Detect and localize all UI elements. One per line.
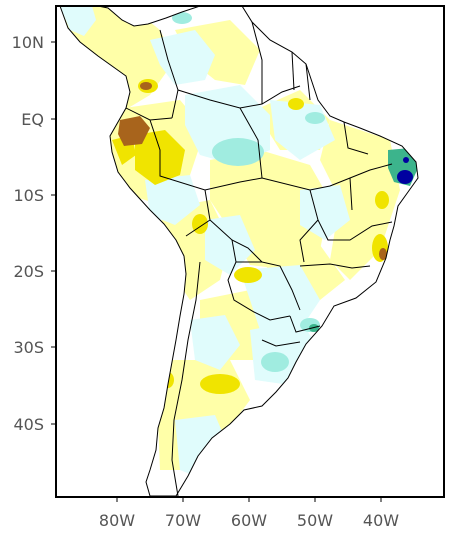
- dark-blue-areas: [397, 157, 413, 184]
- lat-label-10n: 10N: [12, 33, 44, 52]
- lon-label-40w: 40W: [363, 511, 399, 530]
- cyan-areas: [172, 12, 325, 372]
- country-borders: [125, 21, 393, 497]
- land-shading: [59, 5, 419, 497]
- lon-label-80w: 80W: [99, 511, 135, 530]
- lat-labels: 10N EQ 10S 20S 30S 40S: [12, 33, 44, 434]
- lat-label-eq: EQ: [21, 110, 44, 129]
- brown-areas: [118, 82, 387, 260]
- lat-label-10s: 10S: [13, 186, 44, 205]
- lat-label-20s: 20S: [13, 262, 44, 281]
- lon-label-60w: 60W: [231, 511, 267, 530]
- lat-label-40s: 40S: [13, 415, 44, 434]
- pale-cyan-areas: [60, 6, 350, 480]
- lon-labels: 80W 70W 60W 50W 40W: [99, 511, 399, 530]
- lat-ticks: [51, 41, 56, 425]
- lat-label-30s: 30S: [13, 338, 44, 357]
- lon-label-50w: 50W: [297, 511, 333, 530]
- lon-label-70w: 70W: [165, 511, 201, 530]
- lon-ticks: [116, 497, 382, 502]
- map-frame: [55, 5, 445, 498]
- coastline: [59, 5, 419, 497]
